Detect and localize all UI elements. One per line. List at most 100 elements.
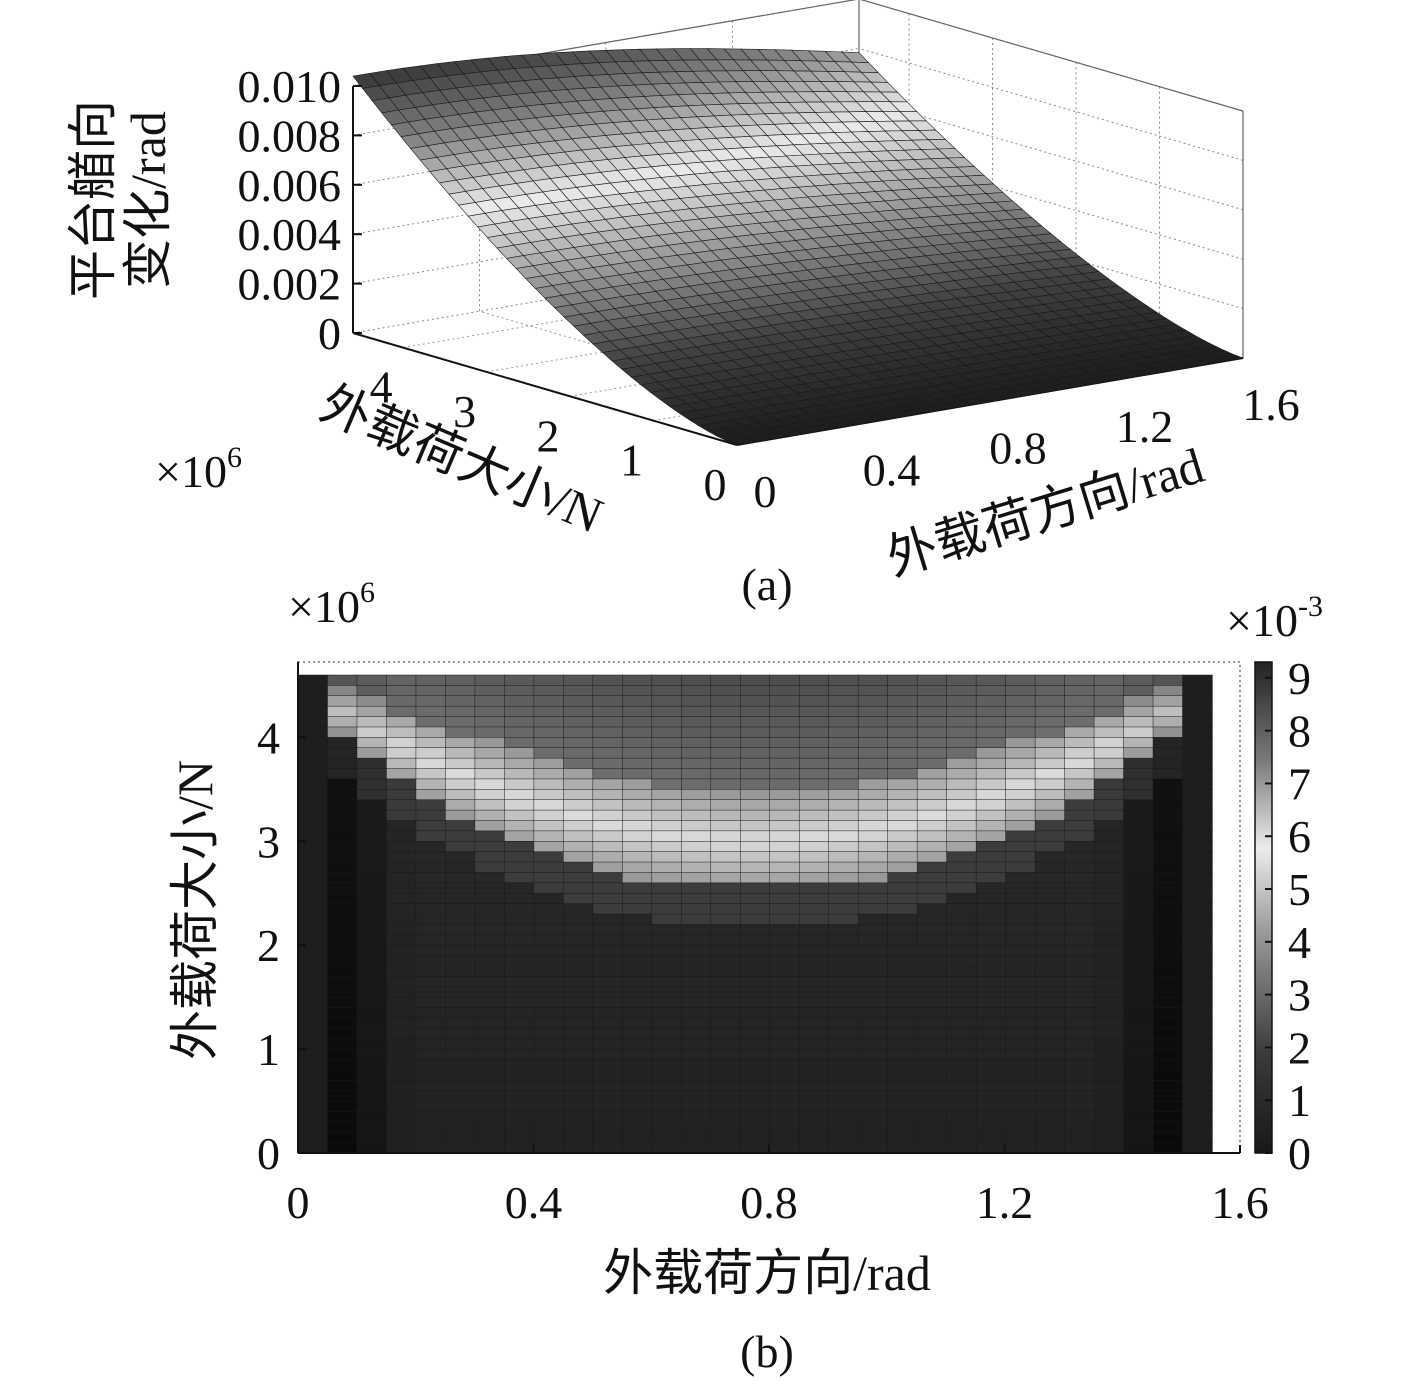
chart-b-cell xyxy=(828,996,859,1009)
chart-b-cell xyxy=(710,1080,741,1092)
chart-b-cell xyxy=(622,768,653,780)
chart-b-cell xyxy=(297,1007,329,1019)
chart-b-cell xyxy=(769,1048,800,1061)
chart-b-cell xyxy=(1093,924,1125,936)
chart-b-cell xyxy=(798,1069,830,1081)
chart-b-cell xyxy=(592,976,623,988)
chart-b-cell xyxy=(445,789,476,801)
chart-b-cell xyxy=(356,1090,388,1102)
chart-b-cell xyxy=(946,820,977,832)
chart-b-cell xyxy=(504,944,535,957)
chart-b-cell xyxy=(622,944,653,957)
chart-b-cell xyxy=(1005,913,1036,926)
chart-b-cell xyxy=(946,913,977,926)
chart-b-cell xyxy=(710,716,741,728)
chart-b-cell xyxy=(504,757,535,770)
chart-b-cell xyxy=(1152,872,1184,884)
chart-b-cell xyxy=(504,1080,535,1092)
chart-b-cell xyxy=(1005,841,1036,853)
chart-b-ytick-label: 0 xyxy=(257,1128,280,1179)
chart-b-cell xyxy=(740,1028,771,1040)
chart-b-cell xyxy=(1064,685,1095,697)
chart-b-cell xyxy=(563,705,594,718)
chart-b-cell xyxy=(445,737,476,749)
chart-b-cell xyxy=(740,674,771,687)
chart-b-cell xyxy=(504,882,535,894)
chart-b-cell xyxy=(474,778,506,790)
chart-b-cell xyxy=(1123,903,1154,915)
chart-b-cell xyxy=(445,726,476,739)
chart-b-cell xyxy=(798,1080,830,1092)
chart-b-cell xyxy=(857,1059,889,1071)
chart-b-cell xyxy=(828,757,859,770)
chart-b-cell xyxy=(445,830,476,842)
chart-b-ytick-label: 4 xyxy=(257,712,280,763)
chart-b-cell xyxy=(415,809,447,822)
chart-b-cell xyxy=(887,1069,918,1081)
chart-b-cell xyxy=(769,1111,800,1123)
chart-b-cells xyxy=(297,674,1213,1154)
chart-b-cell xyxy=(563,674,594,687)
chart-b-cell xyxy=(415,955,447,967)
chart-b-xtick-label: 1.6 xyxy=(1211,1177,1269,1228)
chart-b-cell xyxy=(916,841,948,853)
chart-b-cell xyxy=(622,1048,653,1061)
chart-a-zlabel-line1: 平台艏向 xyxy=(65,100,121,300)
chart-b-cell xyxy=(946,1017,977,1029)
chart-b-cell xyxy=(828,674,859,687)
chart-b-xtick-label: 0.8 xyxy=(740,1177,798,1228)
chart-b-cell xyxy=(1182,955,1213,967)
chart-b-cell xyxy=(887,996,918,1009)
chart-b-cell xyxy=(533,799,564,811)
chart-b-cell xyxy=(710,996,741,1009)
chart-b-cell xyxy=(651,789,682,801)
chart-a-box-edge xyxy=(860,0,1244,112)
chart-b-cell xyxy=(297,851,329,863)
chart-b-cell xyxy=(415,1028,447,1040)
chart-b-cell xyxy=(1182,913,1213,926)
chart-b-cell xyxy=(1093,892,1125,905)
chart-b-cell xyxy=(857,1111,889,1123)
chart-b-cell xyxy=(857,986,889,998)
chart-a-xtick-label: 1.2 xyxy=(1116,401,1174,452)
chart-b-cell xyxy=(356,789,388,801)
chart-b-cell xyxy=(297,1111,329,1123)
chart-b-cell xyxy=(887,986,918,998)
chart-b-cell xyxy=(1064,1059,1095,1071)
chart-b-cell xyxy=(651,934,682,946)
chart-b-cell xyxy=(740,695,771,707)
chart-b-cell xyxy=(504,799,535,811)
chart-b-cell xyxy=(622,861,653,874)
chart-b-cell xyxy=(415,820,447,832)
chart-b-cell xyxy=(681,705,712,718)
chart-b-cell xyxy=(533,965,564,978)
chart-b-cell xyxy=(1152,747,1184,759)
chart-b-cell xyxy=(740,1017,771,1029)
chart-b-cell xyxy=(1005,934,1036,946)
chart-b-cell xyxy=(681,861,712,874)
chart-b-cell xyxy=(297,1142,329,1154)
chart-b-cell xyxy=(1005,955,1036,967)
chart-b-cell xyxy=(356,996,388,1009)
chart-b-cell xyxy=(386,872,417,884)
chart-b-cell xyxy=(1152,861,1184,874)
chart-b-cell xyxy=(651,799,682,811)
chart-b-cell xyxy=(1034,872,1066,884)
chart-b-cell xyxy=(533,737,564,749)
chart-b-cell xyxy=(1182,1080,1213,1092)
chart-b-cell xyxy=(386,789,417,801)
chart-b-cell xyxy=(887,716,918,728)
chart-b-cell xyxy=(592,674,623,687)
chart-b-cell xyxy=(415,778,447,790)
chart-b-cell xyxy=(1093,1121,1125,1133)
chart-b-cell xyxy=(356,955,388,967)
chart-b-cell xyxy=(563,1038,594,1050)
chart-b-cell xyxy=(445,778,476,790)
chart-b-cell xyxy=(297,726,329,739)
chart-b-cell xyxy=(769,924,800,936)
chart-b-cell xyxy=(916,1090,948,1102)
chart-b-cell xyxy=(445,986,476,998)
chart-b-cell xyxy=(1034,1007,1066,1019)
chart-b-cell xyxy=(1005,1007,1036,1019)
chart-b-cell xyxy=(681,1111,712,1123)
